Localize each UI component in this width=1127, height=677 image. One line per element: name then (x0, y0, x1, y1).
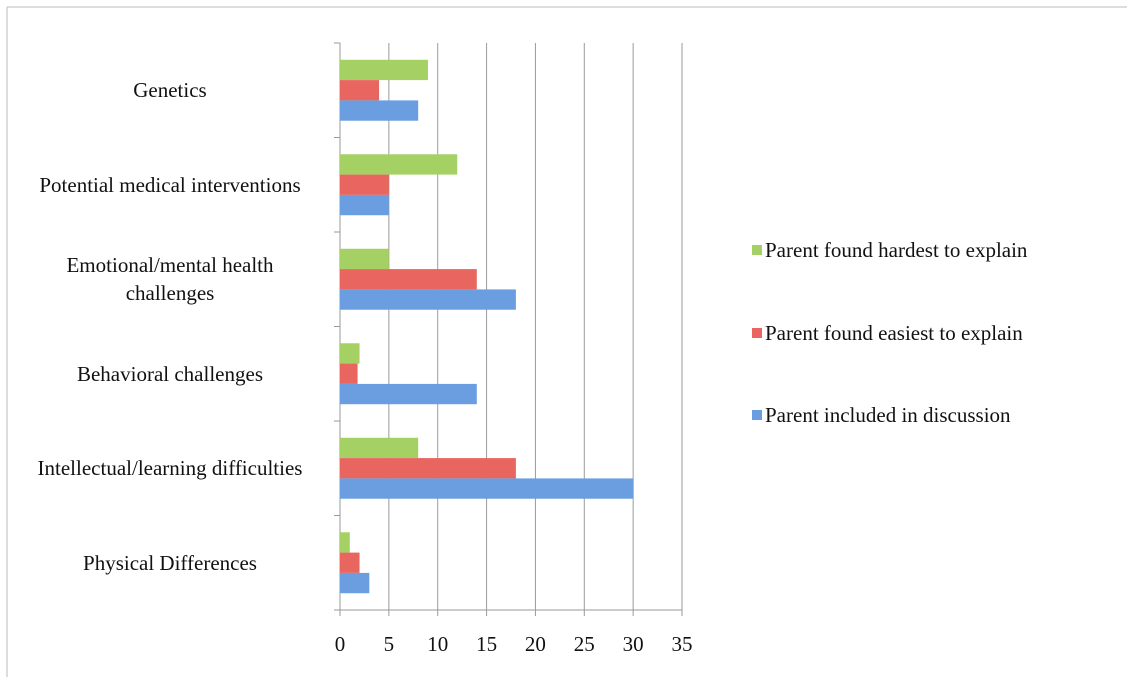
bar (340, 59, 428, 81)
legend-label: Parent found hardest to explain (765, 238, 1028, 262)
x-tick-label: 30 (623, 632, 644, 656)
bar (340, 174, 389, 195)
bar (340, 100, 419, 121)
y-tick-label: Intellectual/learning difficulties (37, 456, 303, 481)
y-tick-label: Behavioral challenges (76, 361, 263, 386)
x-tick-label: 10 (427, 632, 448, 656)
bar (340, 289, 516, 310)
bar (340, 383, 477, 405)
bar (340, 343, 360, 364)
bar (340, 80, 380, 101)
y-tick-label: Physical Differences (83, 550, 257, 575)
bar (340, 437, 419, 459)
x-tick-label: 25 (574, 632, 595, 656)
x-tick-label: 0 (335, 632, 346, 656)
legend-swatch (752, 410, 762, 420)
x-tick-label: 20 (525, 632, 546, 656)
bar (340, 572, 370, 594)
legend-swatch (752, 245, 762, 255)
x-tick-label: 15 (476, 632, 497, 656)
x-tick-label: 5 (384, 632, 395, 656)
bar (340, 478, 634, 499)
bar (340, 269, 477, 290)
y-tick-label: Potential medical interventions (39, 172, 301, 197)
bar (340, 194, 389, 216)
legend-label: Parent found easiest to explain (765, 321, 1023, 345)
legend-swatch (752, 328, 762, 338)
bar (340, 154, 458, 175)
bar (340, 458, 516, 479)
bar (340, 363, 358, 384)
bar (340, 532, 350, 553)
legend-label: Parent included in discussion (765, 403, 1011, 427)
x-tick-label: 35 (672, 632, 693, 656)
y-tick-label: Emotional/mental health challenges (66, 253, 274, 306)
bar (340, 248, 389, 270)
y-tick-label: Genetics (133, 78, 207, 103)
bar (340, 552, 360, 573)
